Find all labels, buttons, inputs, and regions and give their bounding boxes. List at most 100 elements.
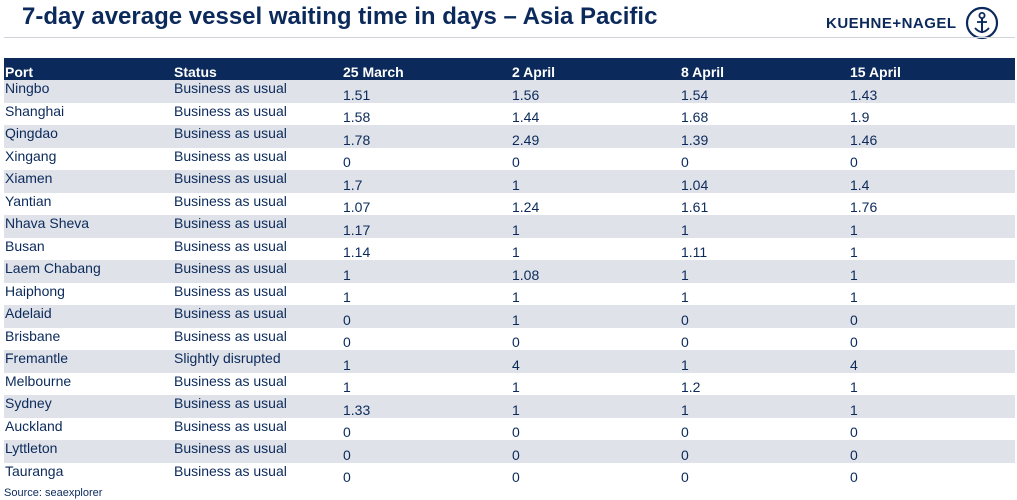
value-cell-2-april: 1 — [512, 176, 520, 193]
status-cell: Business as usual — [174, 462, 287, 479]
table-row: Fremantle Slightly disrupted 1 4 1 4 — [4, 350, 1015, 373]
value-cell-25-march: 1.07 — [343, 199, 371, 215]
column-header-port: Port — [5, 64, 33, 80]
page-title: 7-day average vessel waiting time in day… — [22, 3, 658, 30]
value-cell-8-april: 0 — [681, 154, 689, 170]
value-cell-8-april: 0 — [681, 469, 689, 485]
value-cell-8-april: 1 — [681, 356, 689, 373]
value-cell-25-march: 0 — [343, 469, 351, 485]
value-cell-2-april: 0 — [512, 446, 520, 463]
table-row: Ningbo Business as usual 1.51 1.56 1.54 1.43 — [4, 80, 1015, 103]
status-cell: Business as usual — [174, 440, 287, 456]
value-cell-15-april: 4 — [850, 356, 858, 373]
value-cell-2-april: 1 — [512, 401, 520, 418]
value-cell-2-april: 1.08 — [512, 266, 540, 283]
value-cell-25-march: 1.58 — [343, 109, 371, 125]
port-cell: Busan — [5, 237, 45, 254]
status-cell: Business as usual — [174, 372, 287, 389]
port-cell: Auckland — [5, 417, 63, 434]
value-cell-15-april: 1 — [850, 379, 858, 395]
source-note: Source: seaexplorer — [4, 487, 103, 499]
header-divider — [4, 37, 1015, 38]
value-cell-25-march: 0 — [343, 446, 351, 463]
port-cell: Laem Chabang — [5, 260, 101, 276]
value-cell-15-april: 0 — [850, 311, 858, 328]
status-cell: Business as usual — [174, 80, 287, 96]
table-header-row: Port Status 25 March 2 April 8 April 15 … — [4, 58, 1015, 80]
value-cell-2-april: 0 — [512, 154, 520, 170]
value-cell-2-april: 0 — [512, 424, 520, 440]
port-cell: Lyttleton — [5, 440, 58, 456]
table-row: Auckland Business as usual 0 0 0 0 — [4, 418, 1015, 441]
status-cell: Business as usual — [174, 395, 287, 411]
value-cell-25-march: 1 — [343, 356, 351, 373]
port-cell: Ningbo — [5, 80, 50, 96]
value-cell-15-april: 0 — [850, 424, 858, 440]
value-cell-25-march: 1.33 — [343, 401, 371, 418]
port-cell: Xingang — [5, 147, 57, 164]
column-header-2-april: 2 April — [512, 64, 556, 80]
table-body: Ningbo Business as usual 1.51 1.56 1.54 1.43 S… — [4, 80, 1015, 485]
table-row: Qingdao Business as usual 1.78 2.49 1.39 1.46 — [4, 125, 1015, 148]
column-header-status: Status — [174, 64, 217, 80]
value-cell-25-march: 1 — [343, 289, 351, 305]
value-cell-8-april: 1.61 — [681, 199, 709, 215]
value-cell-15-april: 1.76 — [850, 199, 878, 215]
brand-logo: KUEHNE+NAGEL — [826, 6, 999, 40]
value-cell-15-april: 1 — [850, 244, 858, 260]
anchor-icon — [965, 6, 999, 40]
table-row: Tauranga Business as usual 0 0 0 0 — [4, 463, 1015, 486]
port-cell: Sydney — [5, 395, 52, 411]
port-cell: Brisbane — [5, 327, 61, 344]
value-cell-15-april: 0 — [850, 334, 858, 350]
column-header-25-march: 25 March — [343, 64, 404, 80]
status-cell: Business as usual — [174, 215, 287, 231]
status-cell: Business as usual — [174, 192, 287, 209]
value-cell-2-april: 1.56 — [512, 86, 540, 103]
column-header-8-april: 8 April — [681, 64, 725, 80]
port-cell: Adelaid — [5, 305, 52, 321]
port-cell: Fremantle — [5, 350, 69, 366]
value-cell-8-april: 1 — [681, 401, 689, 418]
value-cell-2-april: 0 — [512, 334, 520, 350]
value-cell-8-april: 0 — [681, 424, 689, 440]
value-cell-15-april: 1 — [850, 266, 858, 283]
port-cell: Shanghai — [5, 102, 65, 119]
status-cell: Business as usual — [174, 170, 287, 186]
value-cell-15-april: 0 — [850, 446, 858, 463]
value-cell-25-march: 1.78 — [343, 131, 371, 148]
port-cell: Melbourne — [5, 372, 72, 389]
waiting-time-table: Port Status 25 March 2 April 8 April 15 … — [4, 58, 1015, 485]
value-cell-2-april: 1 — [512, 289, 520, 305]
value-cell-8-april: 1.11 — [681, 244, 708, 260]
status-cell: Business as usual — [174, 125, 287, 141]
status-cell: Business as usual — [174, 260, 287, 276]
value-cell-25-march: 1.17 — [343, 221, 371, 238]
table-row: Lyttleton Business as usual 0 0 0 0 — [4, 440, 1015, 463]
value-cell-25-march: 1.51 — [343, 86, 371, 103]
table-row: Xingang Business as usual 0 0 0 0 — [4, 148, 1015, 171]
table-row: Laem Chabang Business as usual 1 1.08 1 1 — [4, 260, 1015, 283]
table-row: Haiphong Business as usual 1 1 1 1 — [4, 283, 1015, 306]
value-cell-8-april: 1 — [681, 221, 689, 238]
value-cell-2-april: 1.44 — [512, 109, 540, 125]
value-cell-15-april: 0 — [850, 154, 858, 170]
value-cell-2-april: 1 — [512, 244, 520, 260]
status-cell: Business as usual — [174, 147, 287, 164]
value-cell-2-april: 1 — [512, 379, 520, 395]
table-row: Brisbane Business as usual 0 0 0 0 — [4, 328, 1015, 351]
value-cell-15-april: 1 — [850, 221, 858, 238]
value-cell-8-april: 0 — [681, 334, 689, 350]
table-row: Melbourne Business as usual 1 1 1.2 1 — [4, 373, 1015, 396]
value-cell-25-march: 1 — [343, 379, 351, 395]
value-cell-15-april: 1 — [850, 401, 858, 418]
value-cell-8-april: 1.04 — [681, 176, 709, 193]
value-cell-2-april: 1 — [512, 311, 520, 328]
logo-text: KUEHNE+NAGEL — [826, 14, 957, 32]
port-cell: Tauranga — [5, 462, 64, 479]
value-cell-2-april: 0 — [512, 469, 520, 485]
status-cell: Business as usual — [174, 102, 287, 119]
value-cell-8-april: 1.2 — [681, 379, 701, 395]
status-cell: Business as usual — [174, 282, 287, 299]
status-cell: Business as usual — [174, 305, 287, 321]
